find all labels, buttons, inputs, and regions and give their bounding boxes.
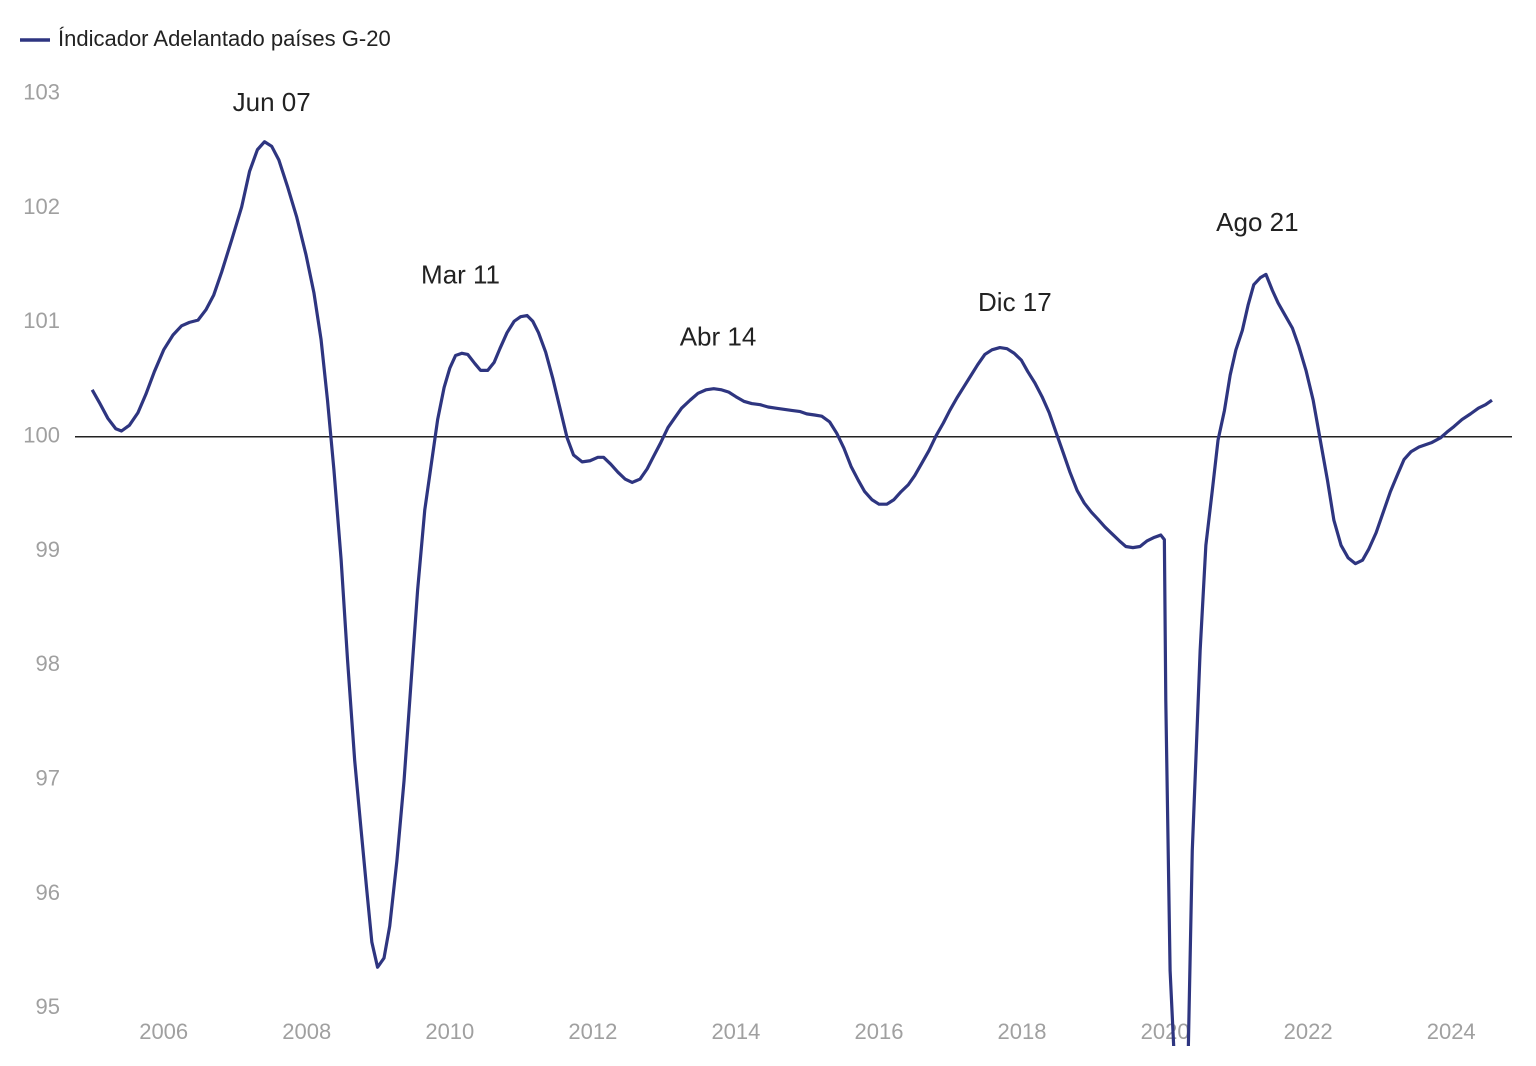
- y-tick-label: 103: [23, 80, 60, 105]
- series-line: [90, 140, 1493, 1046]
- x-tick-label: 2016: [854, 1019, 903, 1044]
- annotation: Mar 11: [421, 260, 500, 290]
- x-tick-label: 2010: [425, 1019, 474, 1044]
- y-tick-label: 95: [36, 994, 60, 1019]
- annotation: Ago 21: [1216, 207, 1298, 237]
- x-tick-label: 2006: [139, 1019, 188, 1044]
- x-tick-label: 2012: [568, 1019, 617, 1044]
- x-tick-label: 2024: [1427, 1019, 1476, 1044]
- y-tick-label: 100: [23, 423, 60, 448]
- plot-area: [90, 140, 1493, 1046]
- y-tick-label: 98: [36, 651, 60, 676]
- annotation: Jun 07: [233, 87, 311, 117]
- x-tick-label: 2014: [711, 1019, 760, 1044]
- y-tick-label: 101: [23, 308, 60, 333]
- annotation: Dic 17: [978, 287, 1052, 317]
- x-tick-label: 2022: [1284, 1019, 1333, 1044]
- legend-label: Índicador Adelantado países G-20: [58, 26, 391, 51]
- y-tick-label: 96: [36, 880, 60, 905]
- y-tick-label: 102: [23, 194, 60, 219]
- y-tick-label: 97: [36, 766, 60, 791]
- annotation: Abr 14: [680, 321, 757, 351]
- x-tick-label: 2018: [998, 1019, 1047, 1044]
- x-tick-label: 2008: [282, 1019, 331, 1044]
- x-tick-label: 2020: [1141, 1019, 1190, 1044]
- y-tick-label: 99: [36, 537, 60, 562]
